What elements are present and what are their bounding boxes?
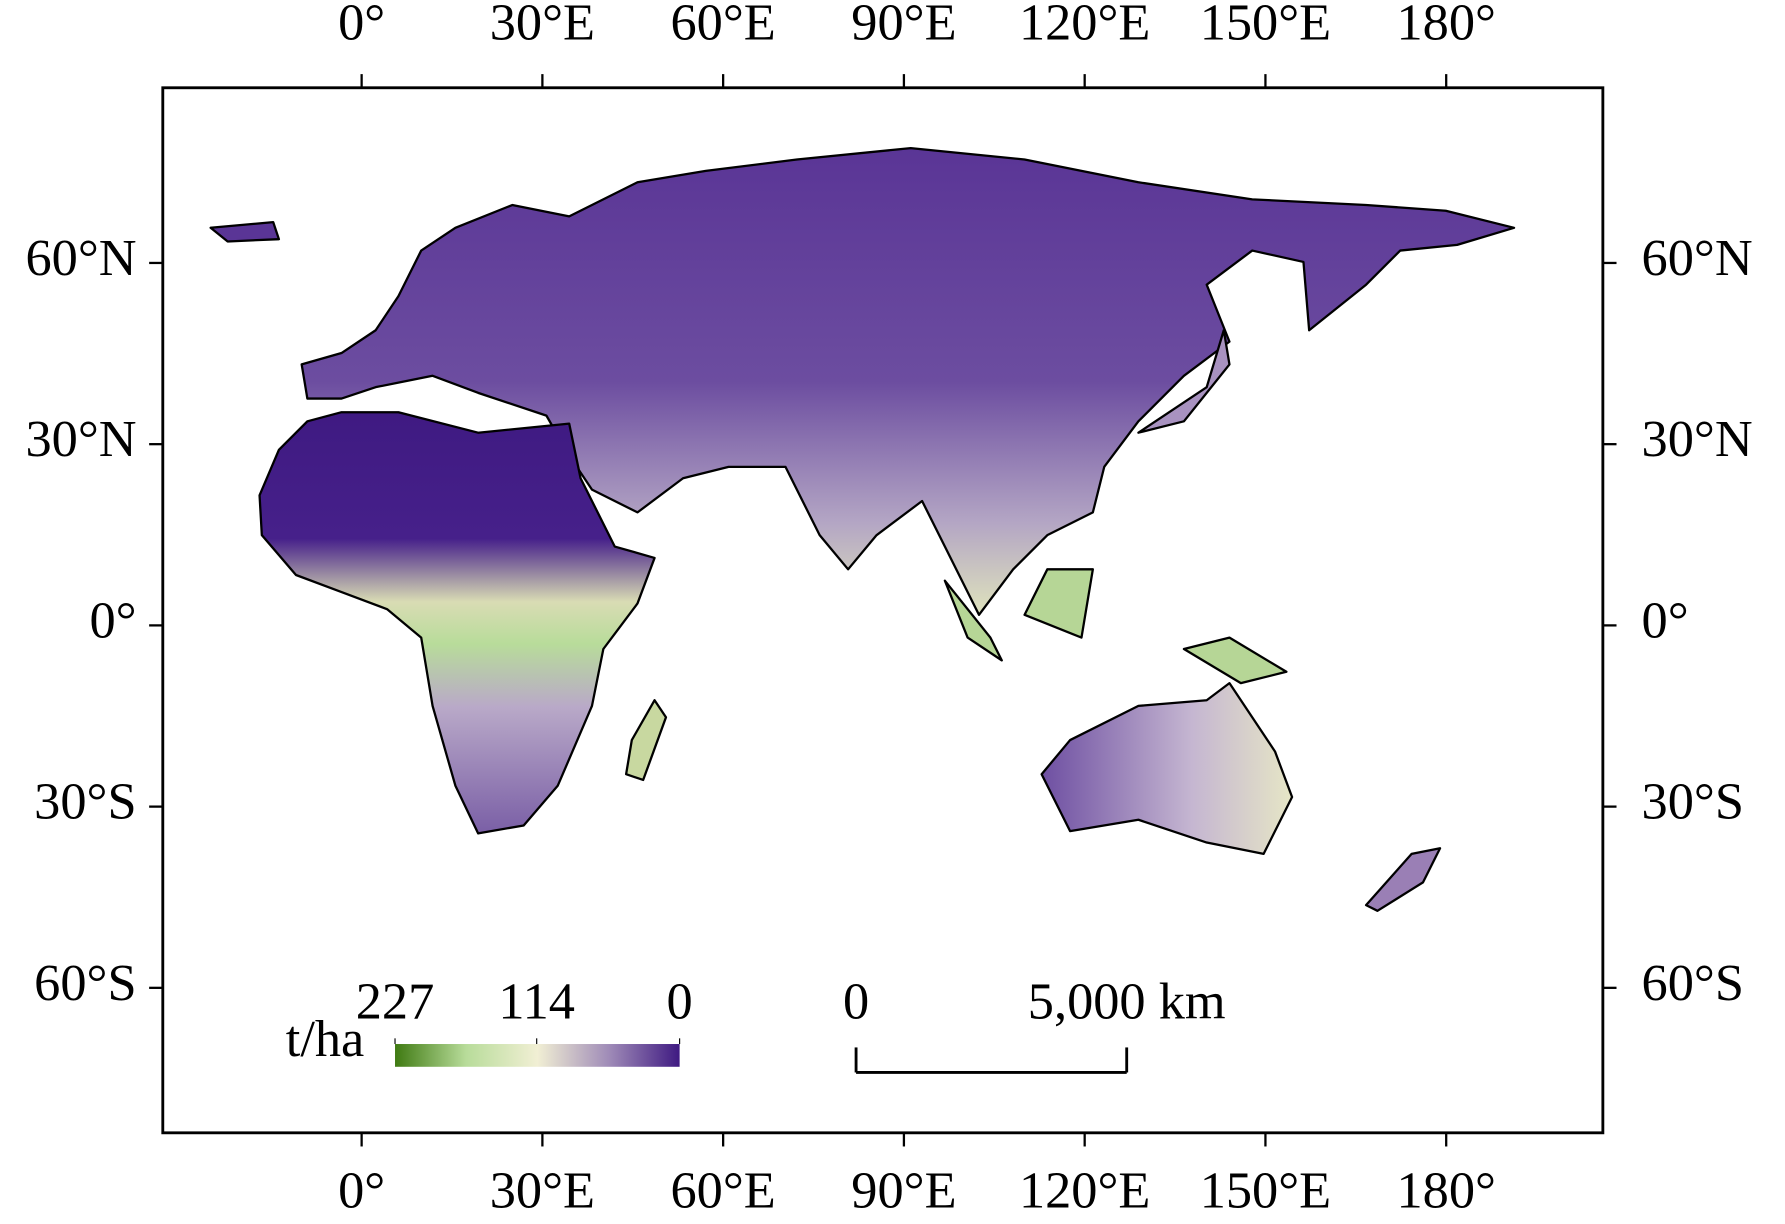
y-tick-label-right: 30°S: [1642, 773, 1744, 831]
y-tick-label-left: 30°N: [25, 410, 136, 468]
x-tick-label-top: 0°: [338, 0, 385, 51]
japan: [1137, 329, 1231, 434]
map-frame: [161, 86, 1605, 1135]
iceland: [209, 220, 281, 243]
y-tick-label-left: 60°S: [34, 954, 136, 1012]
y-tick-label-left: 30°S: [34, 773, 136, 831]
africa: [258, 411, 656, 835]
x-tick-label-top: 30°E: [490, 0, 595, 51]
madagascar: [624, 699, 668, 782]
new-zealand: [1364, 847, 1442, 912]
colorbar: [395, 1044, 680, 1067]
x-tick-label-bottom: 60°E: [671, 1161, 776, 1219]
scale-bar-label: 5,000 km: [1028, 972, 1226, 1030]
x-tick-label-top: 90°E: [851, 0, 956, 51]
x-tick-label-bottom: 0°: [338, 1161, 385, 1219]
new-guinea: [1182, 636, 1288, 685]
colorbar-tick-label: 0: [667, 972, 693, 1030]
x-tick-label-bottom: 120°E: [1019, 1161, 1150, 1219]
land-masses: [209, 146, 1516, 912]
colorbar-label: t/ha: [286, 1010, 365, 1068]
x-tick-label-bottom: 30°E: [490, 1161, 595, 1219]
australia: [1040, 682, 1294, 856]
y-tick-label-right: 60°N: [1642, 229, 1753, 287]
y-tick-label-right: 60°S: [1642, 954, 1744, 1012]
x-tick-label-top: 60°E: [671, 0, 776, 51]
eurasia: [300, 146, 1516, 616]
y-tick-label-right: 30°N: [1642, 410, 1753, 468]
borneo: [1023, 568, 1094, 639]
y-tick-label-left: 60°N: [25, 229, 136, 287]
x-tick-label-top: 120°E: [1019, 0, 1150, 51]
x-tick-label-top: 180°: [1396, 0, 1495, 51]
x-tick-label-bottom: 90°E: [851, 1161, 956, 1219]
colorbar-tick-label: 114: [498, 972, 575, 1030]
sumatra: [943, 579, 1003, 662]
x-tick-label-bottom: 180°: [1396, 1161, 1495, 1219]
colorbar-tick-label: 227: [356, 972, 435, 1030]
y-tick-label-right: 0°: [1642, 591, 1689, 649]
x-tick-label-bottom: 150°E: [1200, 1161, 1331, 1219]
y-tick-label-left: 0°: [89, 591, 136, 649]
x-tick-label-top: 150°E: [1200, 0, 1331, 51]
scale-bar-label: 0: [843, 972, 869, 1030]
